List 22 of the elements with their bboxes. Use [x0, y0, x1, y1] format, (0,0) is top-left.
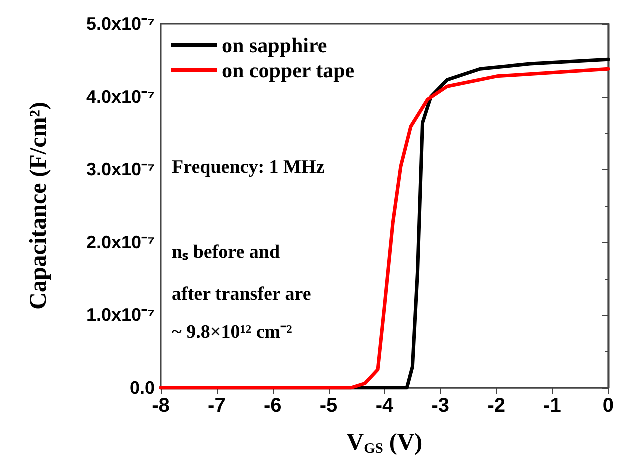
x-tick-label: -1: [544, 395, 562, 417]
x-tick-label: -5: [320, 395, 338, 417]
x-tick-label: -4: [376, 395, 394, 417]
x-tick-label: -7: [208, 395, 226, 417]
x-tick-label: 0: [602, 395, 614, 417]
annotation: nₛ before and: [172, 242, 280, 263]
x-tick-label: -8: [152, 395, 170, 417]
x-tick-label: -6: [264, 395, 282, 417]
annotation: ~ 9.8×10¹² cm⁻²: [172, 322, 293, 343]
annotation: after transfer are: [172, 284, 312, 305]
y-tick-label: 5.0x10⁻⁷: [86, 14, 155, 34]
legend-label: on sapphire: [222, 34, 328, 58]
legend-label: on copper tape: [222, 58, 355, 82]
y-tick-label: 1.0x10⁻⁷: [86, 305, 155, 326]
x-tick-label: -2: [488, 395, 506, 417]
y-axis-title: Capacitance (F/cm²): [26, 102, 52, 310]
y-tick-label: 0.0: [130, 378, 155, 398]
annotation: Frequency: 1 MHz: [172, 157, 326, 178]
x-tick-label: -3: [432, 395, 450, 417]
y-tick-label: 2.0x10⁻⁷: [86, 232, 155, 252]
y-tick-label: 4.0x10⁻⁷: [86, 86, 155, 107]
y-tick-label: 3.0x10⁻⁷: [86, 160, 155, 180]
